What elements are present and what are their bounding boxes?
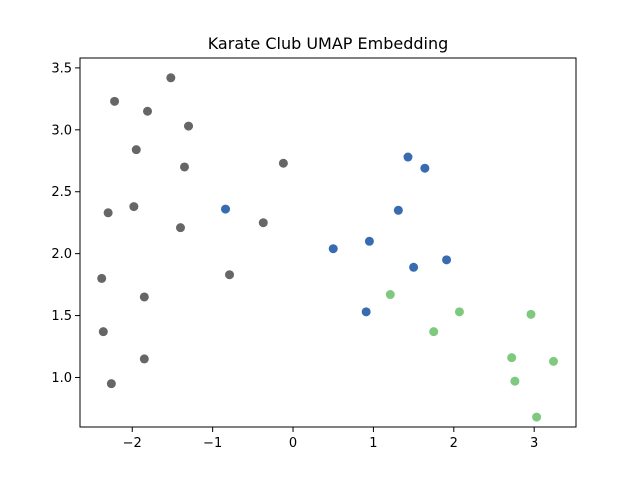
x-tick-label: −1 (203, 436, 222, 451)
y-tick-label: 3.0 (51, 123, 72, 138)
y-tick-label: 1.5 (51, 309, 72, 324)
cluster-green-point (548, 356, 558, 366)
cluster-green-point (526, 309, 536, 319)
cluster-gray-point (184, 121, 194, 131)
cluster-gray-point (97, 273, 107, 283)
y-tick-label: 2.5 (51, 185, 72, 200)
cluster-green-point (532, 412, 542, 422)
cluster-gray-point (180, 162, 190, 172)
cluster-gray-point (166, 73, 176, 83)
cluster-gray-point (106, 379, 116, 389)
y-tick-label: 2.0 (51, 247, 72, 262)
cluster-gray-point (129, 202, 139, 212)
points-layer (97, 73, 558, 422)
cluster-blue-point (364, 236, 374, 246)
x-tick-label: 0 (289, 436, 297, 451)
cluster-gray-point (103, 208, 113, 218)
x-tick-label: 2 (450, 436, 458, 451)
y-tick-label: 3.5 (51, 61, 72, 76)
cluster-blue-point (328, 244, 338, 254)
cluster-gray-point (143, 106, 153, 116)
cluster-blue-point (442, 255, 452, 265)
cluster-green-point (510, 376, 520, 386)
cluster-gray-point (278, 158, 288, 168)
chart-title: Karate Club UMAP Embedding (208, 34, 449, 53)
cluster-gray-point (225, 270, 235, 280)
cluster-blue-point (403, 152, 413, 162)
cluster-blue-point (361, 307, 371, 317)
cluster-green-point (507, 353, 517, 363)
cluster-gray-point (131, 145, 141, 155)
cluster-blue-point (420, 163, 430, 173)
cluster-green-point (454, 307, 464, 317)
cluster-gray-point (110, 96, 120, 106)
cluster-green-point (429, 327, 439, 337)
x-tick-label: −2 (123, 436, 142, 451)
y-tick-label: 1.0 (51, 371, 72, 386)
cluster-green-point (385, 290, 395, 300)
cluster-gray-point (139, 292, 149, 302)
cluster-blue-point (409, 262, 419, 272)
plot-frame (79, 57, 577, 428)
cluster-blue-point (393, 205, 403, 215)
x-tick-label: 1 (369, 436, 377, 451)
x-tick-label: 3 (530, 436, 538, 451)
cluster-gray-point (98, 327, 108, 337)
cluster-blue-point (221, 204, 231, 214)
cluster-gray-point (258, 218, 268, 228)
cluster-gray-point (139, 354, 149, 364)
axes-layer: −2 −1 0 1 2 3 1.0 1.5 2.0 2.5 3.0 3.5 (51, 61, 538, 451)
cluster-gray-point (175, 223, 185, 233)
